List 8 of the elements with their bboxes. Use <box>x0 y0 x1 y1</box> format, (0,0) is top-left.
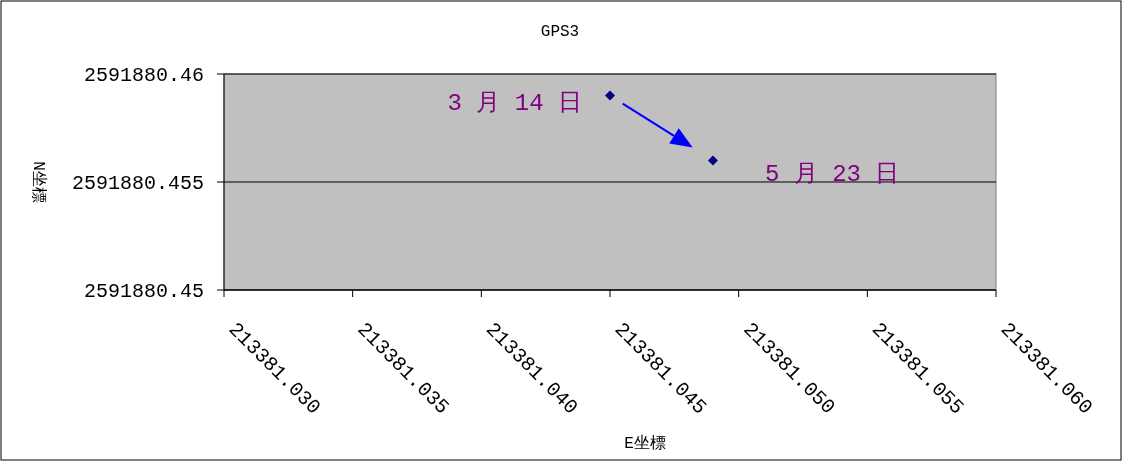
y-tick-label: 2591880.455 <box>71 172 204 195</box>
x-axis-title: E坐標 <box>624 434 666 453</box>
annotation: 3 月 14 日 <box>447 89 582 117</box>
annotation: 5 月 23 日 <box>764 161 900 189</box>
chart-title: GPS3 <box>540 23 580 41</box>
y-axis-title: N坐標 <box>29 161 48 203</box>
y-tick-label: 2591880.46 <box>83 64 204 87</box>
y-tick-label: 2591880.45 <box>83 280 204 303</box>
